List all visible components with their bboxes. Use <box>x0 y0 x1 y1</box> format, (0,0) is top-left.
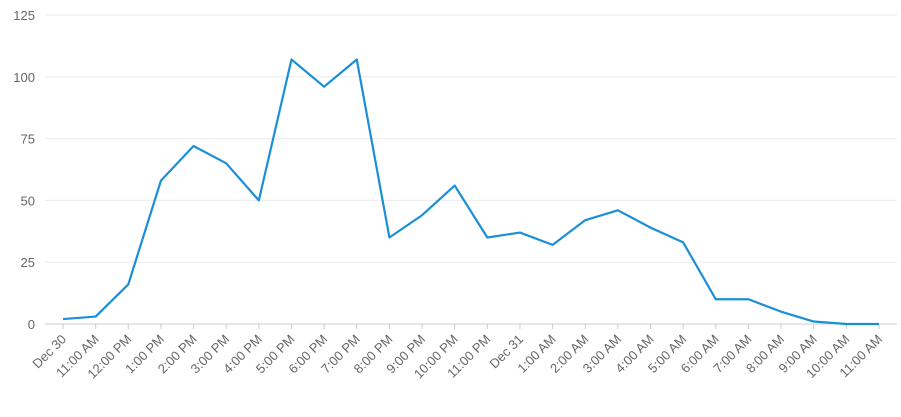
y-tick-label: 50 <box>21 193 35 208</box>
y-tick-label: 0 <box>28 317 35 332</box>
y-tick-label: 125 <box>13 8 35 23</box>
line-series <box>62 58 879 326</box>
y-tick-label: 25 <box>21 255 35 270</box>
y-tick-label: 75 <box>21 132 35 147</box>
y-tick-label: 100 <box>13 70 35 85</box>
